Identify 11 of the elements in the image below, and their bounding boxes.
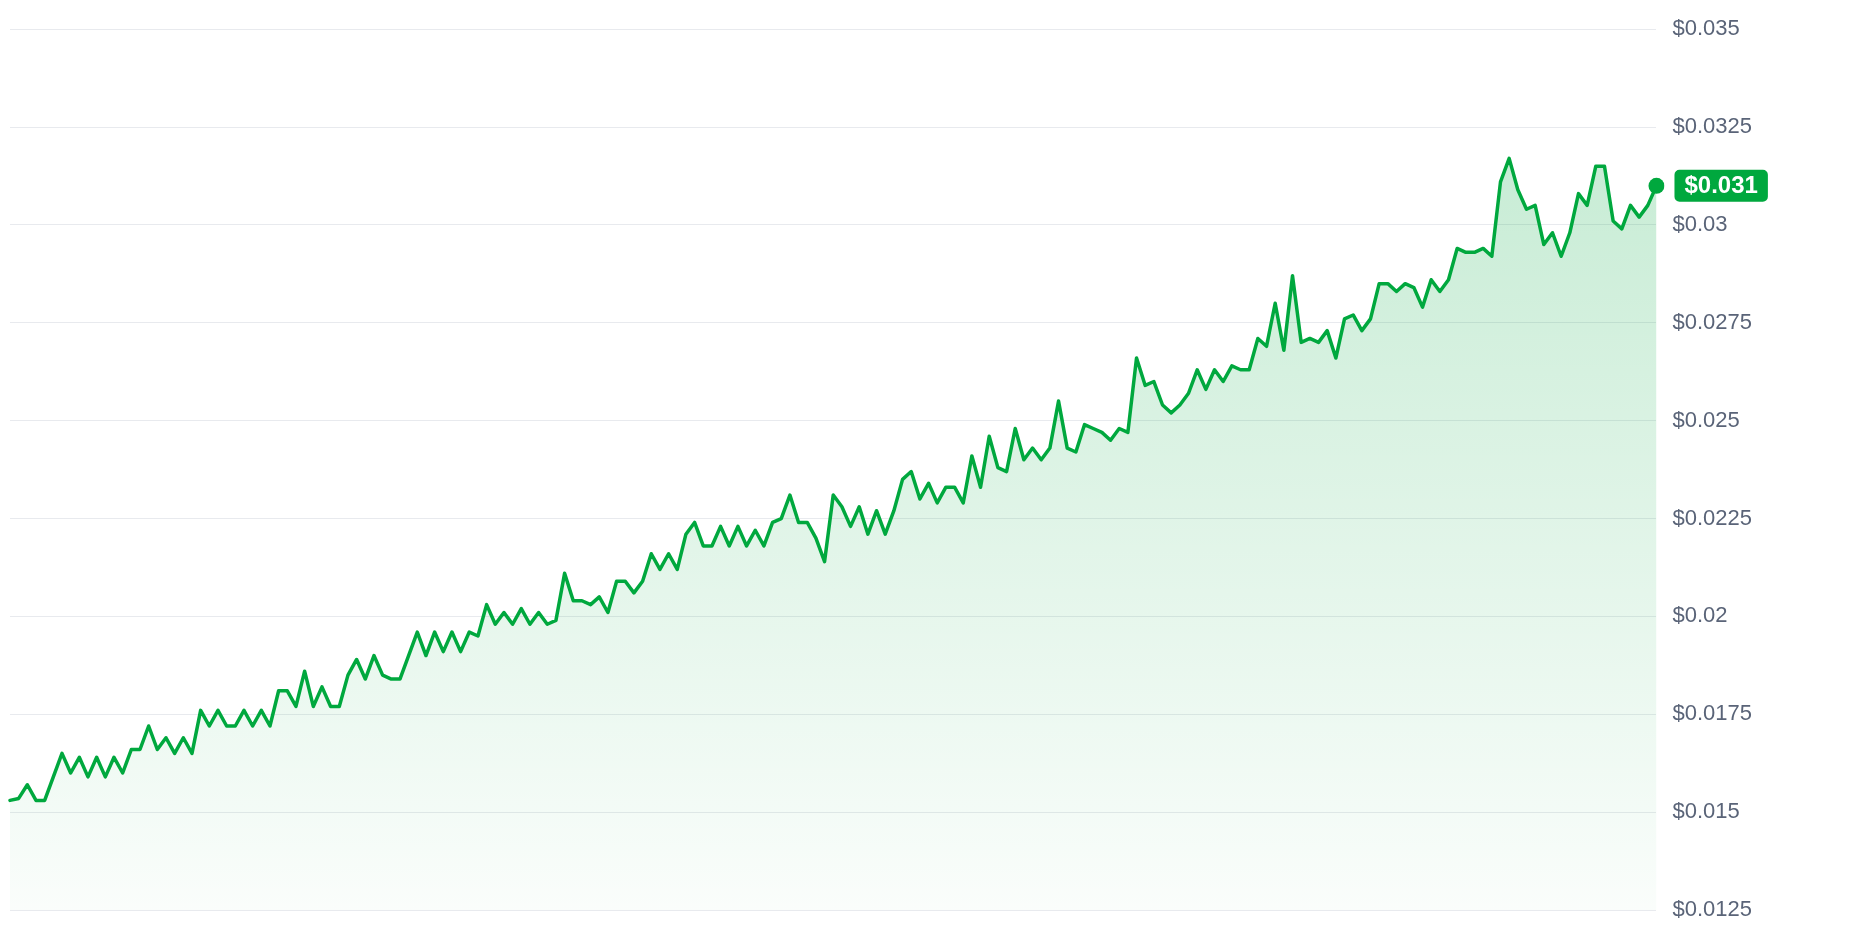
y-tick-label: $0.035 (1672, 15, 1740, 41)
y-tick-label: $0.0325 (1672, 113, 1753, 139)
text: $0.031 (1684, 171, 1758, 199)
y-tick-label: $0.0225 (1672, 504, 1753, 530)
y-tick-label: $0.025 (1672, 406, 1740, 432)
y-tick-label: $0.0125 (1672, 896, 1753, 922)
y-tick-label: $0.015 (1672, 798, 1740, 824)
y-tick-label: $0.0175 (1672, 700, 1753, 726)
y-tick-label: $0.02 (1672, 602, 1728, 628)
y-tick-label: $0.03 (1672, 211, 1728, 236)
y-tick-label: $0.0275 (1672, 308, 1753, 334)
